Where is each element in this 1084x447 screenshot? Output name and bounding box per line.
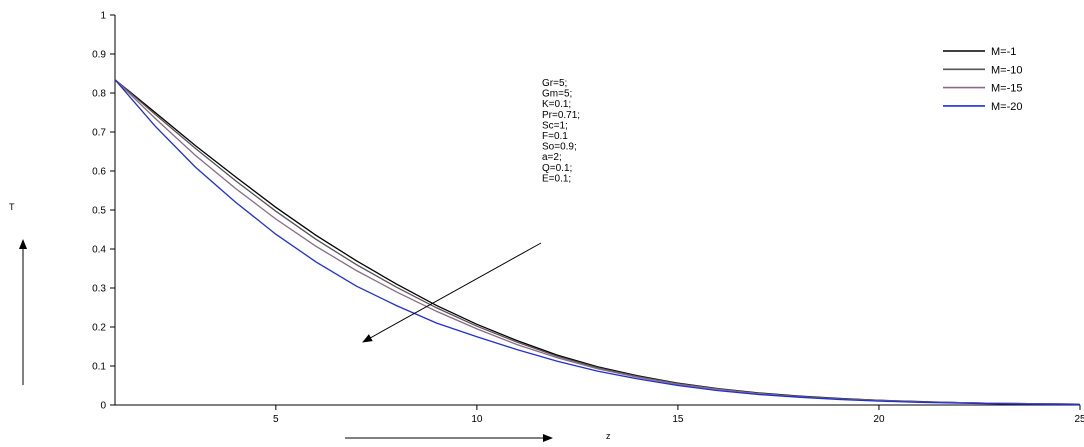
parameter-annotation: Gr=5;Gm=5;K=0.1;Pr=0.71;Sc=1;F=0.1So=0.9… xyxy=(542,78,580,184)
legend-label: M=-10 xyxy=(991,64,1023,76)
y-tick-label: 0.5 xyxy=(92,206,106,217)
y-tick-label: 0.1 xyxy=(92,362,106,373)
parameter-line: Q=0.1; xyxy=(542,163,572,174)
legend-label: M=-20 xyxy=(991,101,1023,113)
series-line-m-15 xyxy=(114,79,1081,405)
series-line-m-10 xyxy=(114,79,1081,405)
y-tick-label: 0.8 xyxy=(92,89,106,100)
y-axis-ticks: 0 0.1 0.2 0.3 0.4 0.5 0.6 0.7 0.8 0.9 1 xyxy=(92,11,115,412)
y-tick-label: 0.7 xyxy=(92,128,106,139)
y-tick-label: 0.6 xyxy=(92,167,106,178)
x-tick-label: 20 xyxy=(873,414,885,425)
x-tick-label: 5 xyxy=(273,414,279,425)
parameter-line: So=0.9; xyxy=(542,142,577,153)
parameter-line: a=2; xyxy=(542,152,562,163)
trend-arrow xyxy=(362,242,542,343)
legend-label: M=-1 xyxy=(991,46,1016,58)
legend-label: M=-15 xyxy=(991,83,1023,95)
parameter-line: E=0.1; xyxy=(542,173,571,184)
x-tick-label: 15 xyxy=(672,414,684,425)
parameter-line: K=0.1; xyxy=(542,99,571,110)
x-tick-label: 25 xyxy=(1074,414,1084,425)
series-line-m-1 xyxy=(114,79,1081,405)
y-tick-label: 0.4 xyxy=(92,245,106,256)
y-tick-label: 0.2 xyxy=(92,323,106,334)
y-tick-label: 0 xyxy=(100,401,106,412)
parameter-line: F=0.1 xyxy=(542,131,568,142)
parameter-line: Sc=1; xyxy=(542,120,568,131)
y-tick-label: 0.3 xyxy=(92,284,106,295)
legend: M=-1 M=-10 M=-15 M=-20 xyxy=(943,46,1023,113)
parameter-line: Pr=0.71; xyxy=(542,110,580,121)
parameter-line: Gr=5; xyxy=(542,78,567,89)
x-axis-ticks: 5 10 15 20 25 xyxy=(273,405,1084,425)
y-axis-label: T xyxy=(9,202,15,212)
x-axis-label: z xyxy=(606,431,611,441)
y-tick-label: 1 xyxy=(100,11,106,22)
y-tick-label: 0.9 xyxy=(92,50,106,61)
series-line-m-20 xyxy=(114,79,1081,406)
x-tick-label: 10 xyxy=(471,414,483,425)
series-group xyxy=(114,79,1081,406)
parameter-line: Gm=5; xyxy=(542,89,572,100)
